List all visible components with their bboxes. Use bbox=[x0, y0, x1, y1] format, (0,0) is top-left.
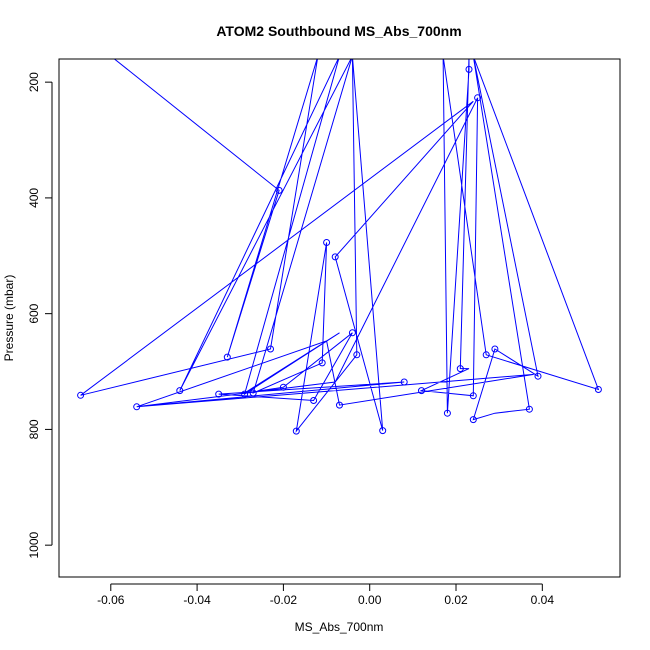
data-point bbox=[318, 359, 326, 367]
y-tick-label: 400 bbox=[27, 188, 41, 208]
data-point bbox=[353, 351, 361, 359]
data-point bbox=[249, 389, 257, 397]
chart-title: ATOM2 Southbound MS_Abs_700nm bbox=[216, 23, 461, 39]
data-point bbox=[456, 365, 464, 373]
data-point bbox=[418, 387, 425, 395]
data-point bbox=[279, 383, 287, 391]
data-point bbox=[594, 386, 602, 393]
data-point bbox=[331, 253, 339, 261]
data-point bbox=[223, 353, 231, 361]
y-tick-label: 200 bbox=[27, 72, 41, 92]
plot-frame bbox=[58, 58, 621, 578]
axes: -0.06 -0.04 -0.02 0.00 0.02 0.04 200 400 600 800 1… bbox=[27, 72, 554, 607]
y-axis-label: Pressure (mbar) bbox=[2, 275, 16, 362]
x-tick-label: -0.02 bbox=[270, 593, 298, 607]
y-tick-label: 1000 bbox=[27, 531, 41, 558]
data-point bbox=[474, 94, 482, 102]
data-point bbox=[491, 345, 499, 353]
data-point bbox=[215, 390, 223, 398]
series-line bbox=[80, 59, 600, 433]
data-point bbox=[267, 345, 274, 353]
data-point bbox=[336, 401, 343, 409]
data-point bbox=[465, 65, 473, 73]
data-point bbox=[292, 427, 300, 435]
data-point bbox=[310, 397, 318, 404]
x-tick-label: 0.02 bbox=[444, 593, 468, 607]
data-point bbox=[443, 409, 451, 417]
data-point bbox=[469, 392, 477, 400]
data-point bbox=[400, 378, 408, 386]
data-point bbox=[241, 390, 249, 398]
data-point bbox=[176, 387, 184, 395]
x-tick-label: -0.06 bbox=[97, 593, 125, 607]
data-point bbox=[482, 351, 490, 359]
x-tick-label: 0.04 bbox=[531, 593, 555, 607]
data-point bbox=[348, 329, 356, 337]
data-point bbox=[77, 391, 85, 399]
data-point bbox=[379, 427, 387, 435]
data-point bbox=[275, 186, 283, 194]
data-point bbox=[133, 403, 141, 411]
data-point bbox=[323, 239, 331, 246]
x-axis-label: MS_Abs_700nm bbox=[295, 620, 384, 634]
y-tick-label: 600 bbox=[27, 303, 41, 323]
data-layer bbox=[77, 59, 602, 435]
data-point bbox=[534, 372, 542, 380]
data-point bbox=[525, 405, 533, 413]
y-tick-label: 800 bbox=[27, 419, 41, 439]
x-tick-label: 0.00 bbox=[358, 593, 382, 607]
data-point bbox=[469, 416, 477, 424]
x-tick-label: -0.04 bbox=[183, 593, 211, 607]
